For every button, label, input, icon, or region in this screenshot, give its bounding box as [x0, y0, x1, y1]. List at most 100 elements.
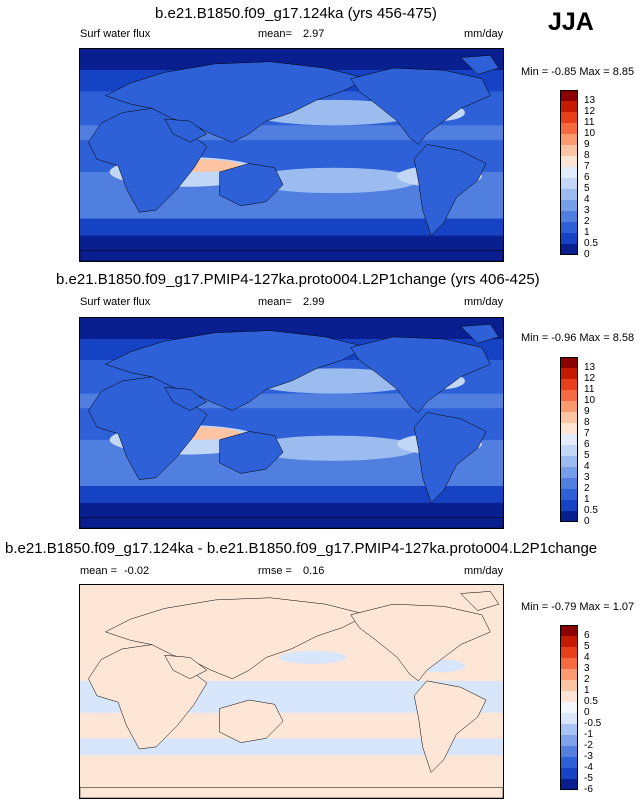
colorbar-tick-label: 12: [584, 373, 596, 384]
colorbar-tick-label: 4: [584, 461, 590, 472]
panel-1-colorbar: 13 12 11 10 9 8 7 6 5 4 3 2 1 0.5 0: [560, 90, 620, 260]
colorbar-tick-label: 5: [584, 641, 590, 652]
colorbar-tick-label: 13: [584, 362, 596, 373]
field-band: [80, 218, 503, 236]
colorbar-swatch: [560, 434, 578, 445]
coastline: [220, 163, 283, 205]
panel-1-mean-label: mean=: [258, 28, 292, 40]
colorbar-swatch: [560, 401, 578, 412]
colorbar-tick-label: -6: [584, 784, 593, 795]
colorbar-swatch: [560, 379, 578, 390]
colorbar-swatch: [560, 768, 578, 779]
colorbar-swatch: [560, 691, 578, 702]
field-band: [80, 49, 503, 71]
colorbar-tick-label: 4: [584, 194, 590, 205]
colorbar-swatch: [560, 200, 578, 211]
colorbar-swatch: [560, 357, 578, 368]
colorbar-tick-label: 10: [584, 395, 596, 406]
field-band: [80, 738, 503, 756]
panel-1-map: [79, 48, 504, 262]
colorbar-swatch: [560, 390, 578, 401]
colorbar-swatch: [560, 101, 578, 112]
colorbar-tick-label: -2: [584, 740, 593, 751]
coastline: [165, 119, 207, 142]
colorbar-swatch: [560, 222, 578, 233]
colorbar-tick-label: 2: [584, 483, 590, 494]
coastline: [414, 681, 486, 773]
colorbar-swatch: [560, 478, 578, 489]
colorbar-tick-label: 11: [584, 384, 595, 395]
coastline: [351, 337, 491, 413]
panel-3-map: [79, 584, 504, 799]
coastline: [165, 387, 207, 410]
colorbar-tick-label: 8: [584, 417, 590, 428]
colorbar-swatch: [560, 779, 578, 790]
panel-2-title: b.e21.B1850.f09_g17.PMIP4-127ka.proto004…: [56, 271, 540, 288]
colorbar-swatch: [560, 757, 578, 768]
colorbar-tick-label: 3: [584, 205, 590, 216]
colorbar-tick-label: 7: [584, 161, 590, 172]
colorbar-tick-label: -5: [584, 773, 593, 784]
coastline: [80, 518, 503, 528]
colorbar-tick-label: 0.5: [584, 238, 598, 249]
colorbar-swatch: [560, 167, 578, 178]
colorbar-tick-label: 5: [584, 183, 590, 194]
colorbar-swatch: [560, 456, 578, 467]
colorbar-tick-label: 1: [584, 227, 590, 238]
colorbar-tick-label: 6: [584, 172, 590, 183]
colorbar-tick-label: 3: [584, 663, 590, 674]
colorbar-tick-label: 0: [584, 707, 590, 718]
colorbar-tick-label: 1: [584, 494, 590, 505]
coastline: [351, 68, 491, 144]
panel-2-map: [79, 317, 504, 529]
colorbar-swatch: [560, 636, 578, 647]
colorbar-swatch: [560, 134, 578, 145]
colorbar-swatch: [560, 244, 578, 255]
coastline: [351, 604, 491, 681]
colorbar-tick-label: 0.5: [584, 505, 598, 516]
coastline: [80, 787, 503, 798]
colorbar-swatch: [560, 123, 578, 134]
colorbar-tick-label: 0: [584, 516, 590, 527]
panel-2-mean-label: mean=: [258, 296, 292, 308]
panel-3-title: b.e21.B1850.f09_g17.124ka - b.e21.B1850.…: [5, 540, 598, 557]
colorbar-tick-label: 3: [584, 472, 590, 483]
colorbar-swatch: [560, 90, 578, 101]
colorbar-swatch: [560, 489, 578, 500]
panel-3-units: mm/day: [464, 565, 504, 577]
colorbar-swatch: [560, 511, 578, 522]
colorbar-tick-label: 6: [584, 439, 590, 450]
panel-3-rmse-label: rmse =: [258, 565, 292, 577]
colorbar-tick-label: 13: [584, 95, 596, 106]
colorbar-tick-label: 6: [584, 630, 590, 641]
coastline: [80, 250, 503, 261]
coastline: [220, 700, 283, 743]
colorbar-tick-label: -0.5: [584, 718, 602, 729]
colorbar-tick-label: 12: [584, 106, 596, 117]
colorbar-tick-label: -4: [584, 762, 593, 773]
colorbar-tick-label: 5: [584, 450, 590, 461]
field-blob: [249, 167, 419, 194]
coastline: [105, 331, 367, 411]
colorbar-tick-label: -3: [584, 751, 593, 762]
panel-1-units: mm/day: [464, 28, 504, 40]
colorbar-swatch: [560, 189, 578, 200]
colorbar-swatch: [560, 233, 578, 244]
colorbar-swatch: [560, 412, 578, 423]
panel-2-minmax: Min = -0.96 Max = 8.58: [521, 332, 635, 344]
colorbar-tick-label: 11: [584, 117, 595, 128]
panel-3-rmse-value: 0.16: [303, 565, 325, 577]
colorbar-swatch: [560, 500, 578, 511]
colorbar-swatch: [560, 669, 578, 680]
field-band: [80, 318, 503, 339]
colorbar-tick-label: 2: [584, 216, 590, 227]
colorbar-swatch: [560, 211, 578, 222]
field-blob: [278, 651, 347, 664]
panel-1-minmax: Min = -0.85 Max = 8.85: [521, 66, 635, 78]
colorbar-tick-label: -1: [584, 729, 593, 740]
map-field: [80, 585, 503, 798]
panel-3-colorbar: 6 5 4 3 2 1 0.5 0 -0.5 -1 -2 -3 -4 -5 -6: [560, 625, 620, 795]
panel-3-mean-label: mean =: [80, 565, 117, 577]
map-field: [80, 318, 503, 528]
colorbar-swatch: [560, 145, 578, 156]
